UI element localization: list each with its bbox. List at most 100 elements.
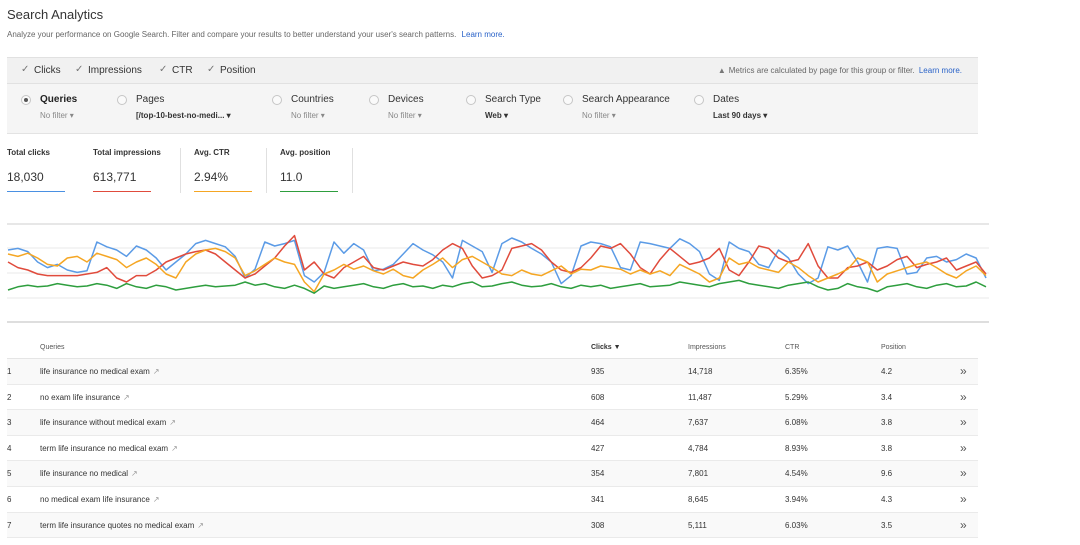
filter-dropdown[interactable]: No filter ▾ bbox=[40, 111, 74, 120]
external-link-icon[interactable]: ↗ bbox=[131, 469, 138, 479]
radio-icon[interactable] bbox=[272, 95, 282, 105]
external-link-icon[interactable]: ↗ bbox=[152, 494, 160, 504]
row-number: 5 bbox=[7, 469, 12, 479]
external-link-icon[interactable]: ↗ bbox=[197, 520, 204, 530]
query-cell[interactable]: term life insurance quotes no medical ex… bbox=[40, 521, 204, 530]
learn-more-link[interactable]: Learn more. bbox=[461, 30, 505, 39]
radio-icon[interactable] bbox=[369, 95, 379, 105]
query-text: term life insurance no medical exam bbox=[40, 443, 169, 453]
performance-chart[interactable] bbox=[7, 220, 990, 325]
query-cell[interactable]: no exam life insurance ↗ bbox=[40, 393, 130, 402]
metrics-bar: ✓ Clicks ✓ Impressions ✓ CTR ✓ Position … bbox=[7, 57, 978, 84]
column-header-ctr[interactable]: CTR bbox=[785, 344, 800, 351]
radio-selected-icon[interactable] bbox=[21, 95, 31, 105]
position-checkbox[interactable]: ✓ Position bbox=[207, 65, 256, 77]
clicks-checkbox[interactable]: ✓ Clicks bbox=[21, 64, 61, 77]
clicks-cell: 427 bbox=[591, 443, 605, 453]
page-title: Search Analytics bbox=[7, 7, 104, 22]
chevron-right-icon[interactable]: » bbox=[960, 389, 967, 404]
ctr-cell: 4.54% bbox=[785, 469, 808, 479]
impressions-checkbox-label: Impressions bbox=[88, 65, 142, 76]
queries-table: Queries Clicks ▼ Impressions CTR Positio… bbox=[7, 339, 978, 539]
total-value: 2.94% bbox=[194, 170, 229, 184]
filter-label: Countries bbox=[291, 94, 334, 105]
total-clicks[interactable]: Total clicks 18,030 bbox=[7, 148, 65, 192]
chevron-right-icon[interactable]: » bbox=[960, 466, 967, 481]
filter-label: Search Appearance bbox=[582, 94, 670, 105]
subtitle-text: Analyze your performance on Google Searc… bbox=[7, 30, 457, 39]
external-link-icon[interactable]: ↗ bbox=[169, 418, 176, 428]
filter-label: Queries bbox=[40, 94, 78, 105]
table-row[interactable]: 1 life insurance no medical exam ↗ 935 14,71… bbox=[7, 359, 978, 385]
metrics-note: ▲ Metrics are calculated by page for this… bbox=[718, 66, 962, 75]
table-row[interactable]: 5 life insurance no medical ↗ 354 7,801 4.54%… bbox=[7, 461, 978, 487]
query-cell[interactable]: term life insurance no medical exam ↗ bbox=[40, 444, 178, 453]
total-impressions[interactable]: Total impressions 613,771 bbox=[93, 148, 161, 192]
query-text: term life insurance quotes no medical ex… bbox=[40, 520, 195, 530]
row-number: 7 bbox=[7, 520, 12, 530]
total-label: Avg. position bbox=[280, 148, 331, 157]
check-icon: ✓ bbox=[21, 64, 30, 75]
external-link-icon[interactable]: ↗ bbox=[152, 367, 160, 376]
impressions-cell: 5,111 bbox=[688, 520, 707, 530]
external-link-icon[interactable]: ↗ bbox=[171, 443, 178, 453]
radio-icon[interactable] bbox=[117, 95, 127, 105]
position-cell: 3.8 bbox=[881, 443, 893, 453]
ctr-checkbox[interactable]: ✓ CTR bbox=[159, 65, 193, 77]
column-header-clicks[interactable]: Clicks ▼ bbox=[591, 344, 621, 351]
table-row[interactable]: 2 no exam life insurance ↗ 608 11,487 5.29% 3.… bbox=[7, 385, 978, 411]
impressions-cell: 4,784 bbox=[688, 443, 709, 453]
ctr-cell: 6.08% bbox=[785, 418, 808, 428]
clicks-checkbox-label: Clicks bbox=[34, 65, 61, 76]
filter-label: Devices bbox=[388, 94, 424, 105]
divider bbox=[266, 148, 267, 193]
clicks-cell: 608 bbox=[591, 392, 605, 402]
table-row[interactable]: 3 life insurance without medical exam ↗ 464… bbox=[7, 410, 978, 436]
table-body: 1 life insurance no medical exam ↗ 935 14,71… bbox=[7, 359, 978, 539]
series-color-bar bbox=[93, 191, 151, 192]
chevron-right-icon[interactable]: » bbox=[960, 517, 967, 532]
table-row[interactable]: 7 term life insurance quotes no medical e… bbox=[7, 512, 978, 539]
radio-icon[interactable] bbox=[466, 95, 476, 105]
avg-position[interactable]: Avg. position 11.0 bbox=[280, 148, 338, 192]
chevron-right-icon[interactable]: » bbox=[960, 440, 967, 455]
chevron-right-icon[interactable]: » bbox=[960, 364, 967, 378]
series-line-0 bbox=[7, 237, 987, 285]
avg-ctr[interactable]: Avg. CTR 2.94% bbox=[194, 148, 252, 192]
column-header-position[interactable]: Position bbox=[881, 344, 906, 351]
series-line-2 bbox=[7, 247, 987, 293]
ctr-cell: 6.35% bbox=[785, 367, 808, 376]
filter-dropdown[interactable]: No filter ▾ bbox=[291, 111, 325, 120]
check-icon: ✓ bbox=[75, 64, 84, 75]
table-row[interactable]: 6 no medical exam life insurance ↗ 341 8,645… bbox=[7, 487, 978, 513]
impressions-cell: 8,645 bbox=[688, 494, 709, 504]
query-cell[interactable]: life insurance no medical exam ↗ bbox=[40, 367, 160, 376]
column-header-queries[interactable]: Queries bbox=[40, 344, 65, 351]
filter-dropdown[interactable]: No filter ▾ bbox=[582, 111, 616, 120]
chevron-right-icon[interactable]: » bbox=[960, 491, 967, 506]
chevron-right-icon[interactable]: » bbox=[960, 415, 967, 430]
radio-icon[interactable] bbox=[694, 95, 704, 105]
radio-icon[interactable] bbox=[563, 95, 573, 105]
filter-dropdown[interactable]: Web ▾ bbox=[485, 111, 508, 120]
warning-icon: ▲ bbox=[717, 66, 726, 75]
query-cell[interactable]: life insurance no medical ↗ bbox=[40, 469, 138, 478]
filter-bar: Queries No filter ▾ Pages [/top-10-best-… bbox=[7, 84, 978, 134]
ctr-cell: 5.29% bbox=[785, 392, 808, 402]
filter-dropdown[interactable]: No filter ▾ bbox=[388, 111, 422, 120]
query-cell[interactable]: life insurance without medical exam ↗ bbox=[40, 418, 176, 427]
row-number: 6 bbox=[7, 494, 12, 504]
column-header-impressions[interactable]: Impressions bbox=[688, 344, 726, 351]
position-cell: 4.3 bbox=[881, 494, 893, 504]
row-number: 4 bbox=[7, 443, 12, 453]
query-text: life insurance without medical exam bbox=[40, 418, 167, 428]
impressions-checkbox[interactable]: ✓ Impressions bbox=[75, 64, 142, 77]
filter-dropdown[interactable]: Last 90 days ▾ bbox=[713, 111, 768, 120]
query-cell[interactable]: no medical exam life insurance ↗ bbox=[40, 495, 160, 504]
table-row[interactable]: 4 term life insurance no medical exam ↗ 427… bbox=[7, 436, 978, 462]
clicks-cell: 935 bbox=[591, 367, 605, 376]
metrics-learn-more-link[interactable]: Learn more. bbox=[918, 66, 962, 75]
external-link-icon[interactable]: ↗ bbox=[123, 392, 130, 402]
ctr-checkbox-label: CTR bbox=[172, 65, 193, 76]
filter-dropdown[interactable]: [/top-10-best-no-medi... ▾ bbox=[136, 111, 231, 120]
